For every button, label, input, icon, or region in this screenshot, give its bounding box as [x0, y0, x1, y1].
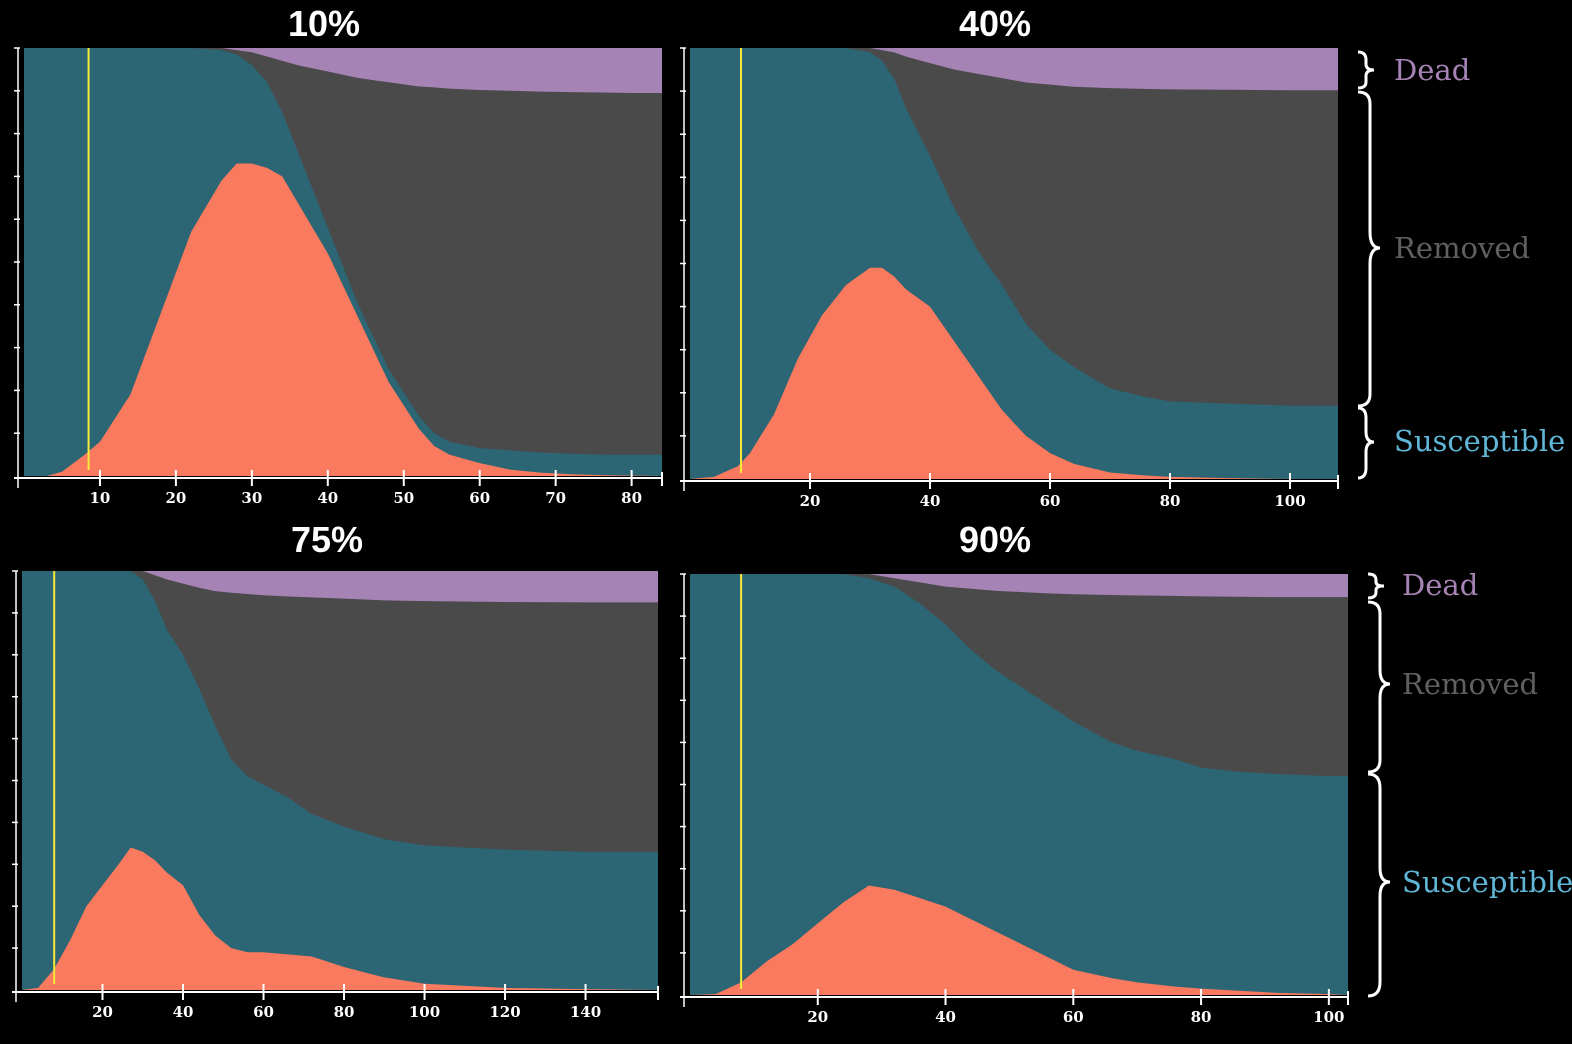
legend-top: Dead Removed Susceptible: [1357, 50, 1565, 480]
x-tick-label: 80: [1160, 492, 1181, 510]
x-tick-label: 120: [489, 1003, 520, 1021]
x-tick-label: 60: [253, 1003, 274, 1021]
x-tick-label: 80: [334, 1003, 355, 1021]
x-tick-label: 100: [1313, 1008, 1344, 1026]
brace-removed-bottom: [1367, 600, 1391, 774]
x-tick-label: 140: [570, 1003, 601, 1021]
chart-panel-1: 20 40 60 80 100 40%: [680, 3, 1339, 510]
x-tick-label: 40: [935, 1008, 956, 1026]
x-tick-label: 10: [90, 489, 111, 507]
legend-removed-bottom: Removed: [1402, 667, 1538, 701]
chart-panel-2: 20 40 60 80 100 120 140 75%: [12, 519, 659, 1021]
chart-title: 75%: [291, 519, 363, 560]
legend-dead-bottom: Dead: [1402, 568, 1478, 602]
area-infected: [690, 885, 1348, 995]
legend-susceptible-top: Susceptible: [1394, 424, 1565, 458]
brace-removed-top: [1357, 90, 1381, 408]
x-tick-label: 60: [1040, 492, 1061, 510]
brace-dead-bottom: [1367, 572, 1385, 600]
x-tick-label: 40: [173, 1003, 194, 1021]
x-tick-label: 50: [393, 489, 414, 507]
chart-title: 10%: [288, 3, 360, 44]
charts-layer: 10 20 30 40 50 60 70 80 10% 20 40 60 80 100 40% 20 40 60 8…: [12, 3, 1349, 1026]
x-tick-label: 80: [621, 489, 642, 507]
x-tick-label: 20: [807, 1008, 828, 1026]
x-tick-label: 70: [545, 489, 566, 507]
chart-panel-0: 10 20 30 40 50 60 70 80 10%: [14, 3, 663, 507]
legend-susceptible-bottom: Susceptible: [1402, 865, 1572, 899]
x-tick-label: 30: [241, 489, 262, 507]
chart-title: 40%: [959, 3, 1031, 44]
brace-susceptible-top: [1357, 406, 1375, 480]
area-susceptible: [690, 574, 1348, 995]
legend-dead-top: Dead: [1394, 53, 1470, 87]
x-tick-label: 40: [317, 489, 338, 507]
x-tick-label: 100: [409, 1003, 440, 1021]
chart-panel-3: 20 40 60 80 100 90%: [680, 519, 1349, 1026]
brace-dead-top: [1357, 50, 1375, 90]
x-tick-label: 80: [1191, 1008, 1212, 1026]
x-tick-label: 20: [165, 489, 186, 507]
brace-susceptible-bottom: [1367, 772, 1391, 998]
area-infected: [24, 163, 662, 476]
x-tick-label: 60: [1063, 1008, 1084, 1026]
x-tick-label: 20: [92, 1003, 113, 1021]
legend-bottom: Dead Removed Susceptible: [1367, 568, 1572, 998]
x-tick-label: 20: [800, 492, 821, 510]
x-tick-label: 100: [1274, 492, 1305, 510]
x-tick-label: 40: [920, 492, 941, 510]
legend-removed-top: Removed: [1394, 231, 1530, 265]
area-infected: [690, 267, 1338, 479]
chart-title: 90%: [959, 519, 1031, 560]
x-tick-label: 60: [469, 489, 490, 507]
area-infected: [22, 847, 658, 990]
